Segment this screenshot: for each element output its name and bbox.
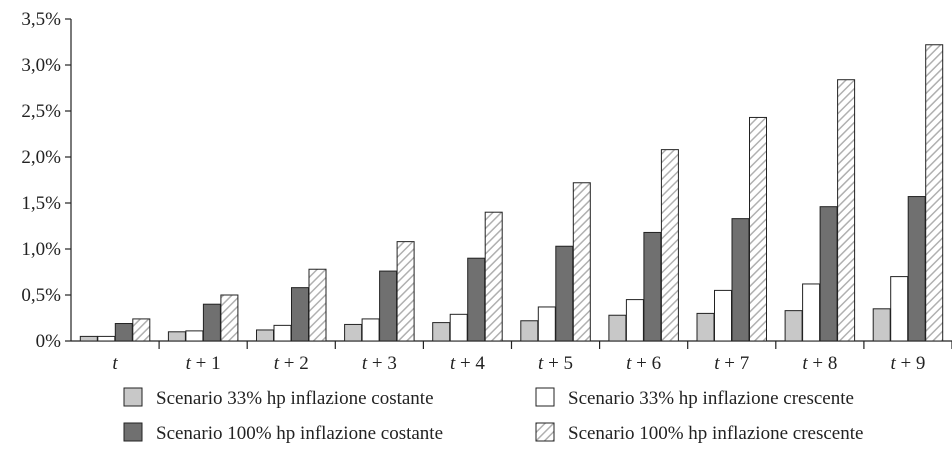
legend-label: Scenario 33% hp inflazione costante bbox=[156, 388, 434, 409]
bar bbox=[537, 306, 556, 342]
x-tick-label-var: t bbox=[450, 353, 456, 374]
x-tick-label-var: t bbox=[362, 353, 368, 374]
bar bbox=[802, 283, 821, 342]
x-tick-label: t + 4 bbox=[450, 353, 485, 374]
bars-group bbox=[79, 44, 944, 342]
bar bbox=[555, 245, 574, 342]
x-tick-label-offset: + 7 bbox=[720, 353, 750, 374]
x-tick-label-offset: + 8 bbox=[808, 353, 838, 374]
bar bbox=[379, 270, 398, 342]
bar bbox=[167, 331, 186, 342]
bar bbox=[220, 294, 239, 342]
legend-swatch bbox=[123, 387, 143, 407]
bar bbox=[273, 324, 292, 342]
x-tick-label-var: t bbox=[186, 353, 192, 374]
x-tick-label-offset: + 4 bbox=[455, 353, 485, 374]
bar bbox=[484, 211, 503, 342]
y-tick-label: 2,5% bbox=[21, 101, 61, 122]
x-tick-label: t + 2 bbox=[274, 353, 309, 374]
x-tick-label-offset: + 6 bbox=[631, 353, 661, 374]
bar bbox=[97, 335, 116, 342]
y-axis: 0% 0,5% 1,0% 1,5% 2,0% 2,5% 3,0% 3,5% bbox=[21, 9, 72, 352]
x-tick-label-offset: + 2 bbox=[279, 353, 309, 374]
y-tick-label: 3,5% bbox=[21, 9, 61, 30]
bar bbox=[361, 318, 380, 342]
bar bbox=[907, 196, 926, 342]
bar bbox=[890, 276, 909, 342]
x-tick-label: t + 3 bbox=[362, 353, 397, 374]
bar bbox=[714, 289, 732, 342]
x-tick-label: t bbox=[112, 353, 118, 374]
bar bbox=[643, 231, 662, 342]
bar bbox=[749, 116, 767, 342]
bar bbox=[344, 323, 363, 342]
legend-swatch bbox=[535, 387, 555, 407]
bar bbox=[202, 303, 221, 342]
x-tick-label-var: t bbox=[274, 353, 280, 374]
bar bbox=[114, 323, 133, 342]
legend-swatch bbox=[535, 422, 555, 442]
bar bbox=[837, 79, 856, 342]
x-tick-label: t + 5 bbox=[538, 353, 573, 374]
legend-item: Scenario 100% hp inflazione crescente bbox=[535, 422, 863, 444]
x-tick-label-offset: + 1 bbox=[191, 353, 221, 374]
x-tick-label: t + 1 bbox=[186, 353, 221, 374]
bar bbox=[308, 268, 327, 342]
bar bbox=[396, 241, 415, 342]
x-tick-label: t + 9 bbox=[890, 353, 925, 374]
bar bbox=[925, 44, 944, 342]
bar bbox=[608, 314, 627, 342]
x-tick-label-offset: + 9 bbox=[896, 353, 926, 374]
legend-label: Scenario 100% hp inflazione costante bbox=[156, 423, 443, 444]
bar bbox=[696, 312, 715, 342]
x-tick-label-var: t bbox=[538, 353, 544, 374]
legend-item: Scenario 100% hp inflazione costante bbox=[123, 422, 443, 444]
bar bbox=[79, 335, 98, 342]
bar bbox=[625, 299, 644, 342]
x-tick-label: t + 8 bbox=[802, 353, 837, 374]
bar bbox=[467, 257, 486, 342]
bar bbox=[872, 308, 891, 342]
bar bbox=[256, 329, 274, 342]
legend-label: Scenario 33% hp inflazione crescente bbox=[568, 388, 854, 409]
x-tick-label-var: t bbox=[714, 353, 720, 374]
legend-label: Scenario 100% hp inflazione crescente bbox=[568, 423, 863, 444]
y-tick-label: 3,0% bbox=[21, 55, 61, 76]
legend: Scenario 33% hp inflazione costante Scena… bbox=[123, 387, 863, 444]
bar bbox=[819, 206, 838, 342]
y-tick-label: 1,0% bbox=[21, 239, 61, 260]
bar bbox=[572, 182, 591, 342]
bar bbox=[520, 320, 539, 342]
y-tick-label: 0,5% bbox=[21, 285, 61, 306]
x-tick-label: t + 6 bbox=[626, 353, 661, 374]
x-tick-label-var: t bbox=[626, 353, 632, 374]
legend-item: Scenario 33% hp inflazione crescente bbox=[535, 387, 854, 409]
bar bbox=[784, 310, 803, 342]
bar bbox=[291, 287, 309, 342]
x-tick-label: t + 7 bbox=[714, 353, 749, 374]
x-tick-label-var: t bbox=[890, 353, 896, 374]
x-tick-label-var: t bbox=[112, 353, 118, 374]
bar bbox=[731, 218, 750, 342]
x-tick-label-offset: + 3 bbox=[367, 353, 397, 374]
y-tick-label: 2,0% bbox=[21, 147, 61, 168]
bar bbox=[432, 322, 451, 342]
bar bbox=[132, 318, 151, 342]
bar bbox=[185, 330, 204, 342]
x-tick-label-offset: + 5 bbox=[543, 353, 573, 374]
legend-swatch bbox=[123, 422, 143, 442]
bar bbox=[660, 149, 679, 342]
legend-item: Scenario 33% hp inflazione costante bbox=[123, 387, 434, 409]
y-tick-label: 1,5% bbox=[21, 193, 61, 214]
y-tick-label: 0% bbox=[36, 331, 62, 352]
x-tick-label-var: t bbox=[802, 353, 808, 374]
bar bbox=[449, 313, 468, 342]
